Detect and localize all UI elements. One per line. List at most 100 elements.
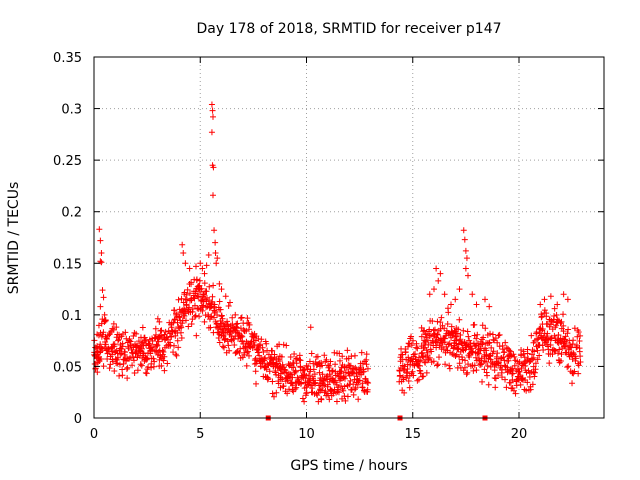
data-point xyxy=(557,320,564,327)
data-point xyxy=(305,363,312,370)
data-point xyxy=(182,310,189,317)
data-point xyxy=(509,384,516,391)
data-point xyxy=(359,384,366,391)
data-point xyxy=(528,332,535,339)
data-point xyxy=(442,361,449,368)
data-point xyxy=(238,314,245,321)
data-point xyxy=(225,303,232,310)
data-point xyxy=(290,364,297,371)
data-point xyxy=(342,397,349,404)
data-point xyxy=(484,362,491,369)
data-point xyxy=(354,381,361,388)
data-point xyxy=(201,270,208,277)
data-point xyxy=(315,398,322,405)
data-point xyxy=(465,272,471,279)
data-point xyxy=(572,355,579,362)
data-point xyxy=(101,343,108,350)
data-point xyxy=(509,370,516,377)
data-point xyxy=(269,390,276,397)
data-point xyxy=(565,326,572,333)
data-point xyxy=(100,363,107,370)
data-point xyxy=(333,398,340,405)
data-point xyxy=(571,368,578,375)
data-point xyxy=(154,351,161,358)
data-point xyxy=(216,280,223,287)
data-point xyxy=(527,386,534,393)
data-point xyxy=(280,341,287,348)
data-point xyxy=(210,113,216,120)
data-point xyxy=(107,361,114,368)
data-point xyxy=(569,380,576,387)
data-point xyxy=(97,303,104,310)
data-point xyxy=(360,368,367,375)
data-point xyxy=(246,352,253,359)
data-point xyxy=(434,339,441,346)
y-tick-label: 0.2 xyxy=(61,206,82,221)
data-point xyxy=(471,362,478,369)
data-point xyxy=(137,361,144,368)
data-point xyxy=(488,344,495,351)
data-point xyxy=(98,345,105,352)
data-point xyxy=(472,354,479,361)
data-point xyxy=(355,377,362,384)
data-point xyxy=(555,350,562,357)
x-tick-label: 20 xyxy=(511,427,528,442)
data-point xyxy=(502,339,509,346)
data-point xyxy=(208,101,215,108)
data-point xyxy=(184,286,191,293)
data-point xyxy=(518,347,525,354)
data-point xyxy=(553,311,560,318)
data-point xyxy=(258,336,265,343)
data-point xyxy=(430,327,437,334)
data-point xyxy=(221,344,228,351)
data-point xyxy=(491,367,498,374)
data-point xyxy=(457,336,464,343)
data-point xyxy=(456,360,463,367)
data-point xyxy=(564,330,571,337)
data-point xyxy=(186,304,193,311)
data-point xyxy=(211,314,218,321)
data-point xyxy=(352,384,359,391)
data-point xyxy=(340,373,347,380)
data-point xyxy=(479,378,486,385)
data-point xyxy=(533,329,540,336)
data-point xyxy=(305,372,312,379)
data-point xyxy=(188,281,195,288)
data-point xyxy=(98,249,105,256)
data-point xyxy=(446,362,453,369)
data-point xyxy=(434,362,441,369)
data-point xyxy=(301,398,308,405)
data-point xyxy=(461,236,468,243)
data-point xyxy=(326,396,333,403)
data-point xyxy=(259,360,266,367)
data-point xyxy=(341,383,348,390)
data-point xyxy=(161,367,168,374)
axis-ticks xyxy=(93,56,604,419)
data-point xyxy=(496,331,503,338)
data-point xyxy=(205,252,212,259)
data-point xyxy=(200,291,207,298)
data-point xyxy=(100,329,107,336)
data-point xyxy=(487,330,494,337)
data-point xyxy=(273,389,280,396)
x-axis-label: GPS time / hours xyxy=(290,458,407,474)
x-tick-label: 0 xyxy=(90,427,98,442)
data-point xyxy=(410,372,417,379)
data-point xyxy=(577,332,584,339)
data-point xyxy=(463,255,470,262)
data-point xyxy=(561,336,568,343)
data-point xyxy=(463,371,470,378)
data-point xyxy=(203,262,210,269)
data-point xyxy=(206,297,213,304)
data-point xyxy=(196,277,203,284)
data-point xyxy=(226,347,233,354)
data-point xyxy=(433,344,440,351)
data-point xyxy=(158,362,165,369)
data-point xyxy=(487,356,494,363)
data-point xyxy=(160,348,167,355)
data-point xyxy=(283,342,290,349)
data-point xyxy=(143,356,150,363)
data-point xyxy=(336,357,343,364)
data-point xyxy=(410,337,417,344)
data-point xyxy=(564,364,571,371)
